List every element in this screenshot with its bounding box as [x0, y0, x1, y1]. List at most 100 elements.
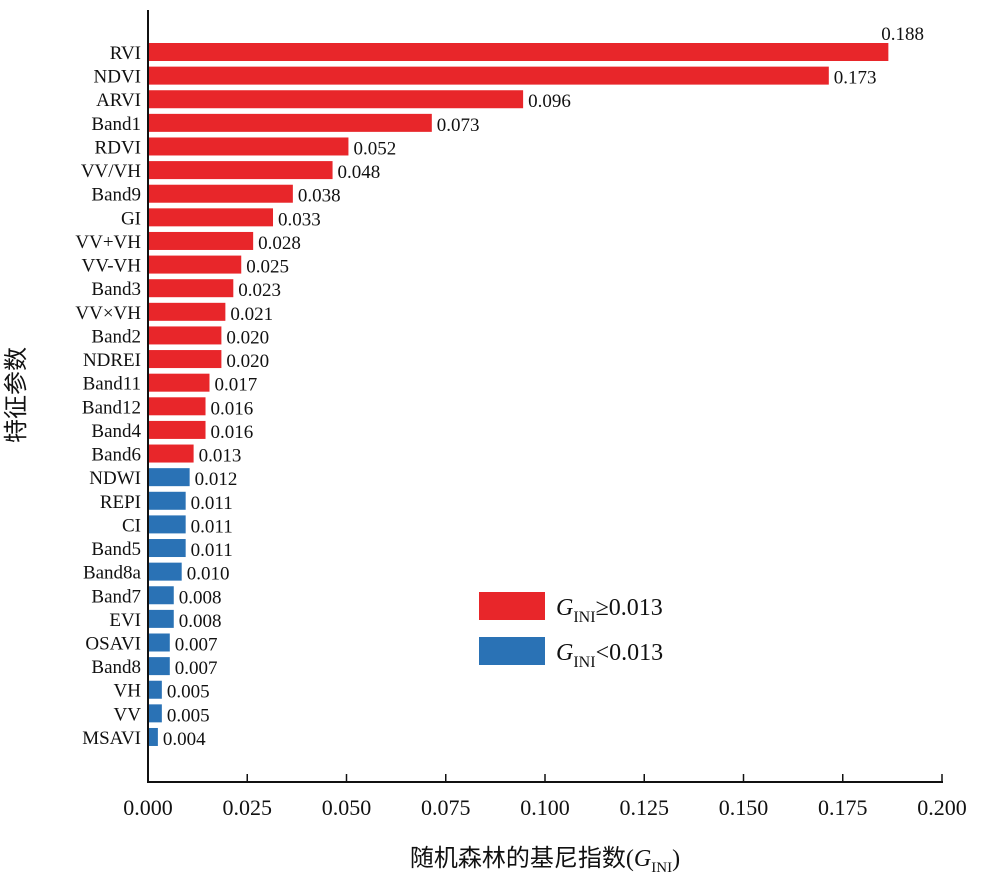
value-label: 0.020 — [226, 327, 269, 348]
value-label: 0.096 — [528, 91, 571, 112]
x-tick-label: 0.175 — [818, 795, 868, 820]
value-label: 0.173 — [834, 68, 877, 89]
value-label: 0.008 — [179, 587, 222, 608]
bar — [148, 302, 226, 321]
category-label: Band11 — [83, 374, 141, 395]
value-label: 0.007 — [175, 658, 218, 679]
value-label: 0.038 — [298, 186, 341, 207]
bar — [148, 657, 170, 676]
category-label: Band6 — [91, 445, 141, 466]
x-tick-label: 0.100 — [520, 795, 570, 820]
category-label: VV×VH — [75, 303, 141, 324]
bar — [148, 420, 206, 439]
legend-label-high: GINI≥0.013 — [556, 595, 663, 626]
bar — [148, 208, 274, 227]
value-label: 0.033 — [278, 209, 321, 230]
legend-swatch-low — [479, 637, 545, 665]
category-label: VV+VH — [75, 232, 141, 253]
legend-swatch-high — [479, 592, 545, 620]
bar — [148, 539, 186, 558]
category-label: Band1 — [91, 114, 141, 135]
y-axis-title: 特征参数 — [3, 347, 30, 443]
value-label: 0.025 — [246, 257, 289, 278]
legend-label-low: GINI<0.013 — [556, 640, 663, 671]
category-label: Band4 — [91, 421, 141, 442]
value-label: 0.011 — [191, 516, 233, 537]
category-label: Band8a — [83, 563, 142, 584]
bar — [148, 113, 432, 132]
bar — [148, 373, 210, 392]
x-axis-title-symbol: G — [634, 846, 651, 872]
x-tick-label: 0.125 — [620, 795, 670, 820]
category-label: OSAVI — [85, 634, 141, 655]
bar — [148, 468, 190, 487]
value-label: 0.010 — [187, 564, 230, 585]
value-label: 0.005 — [167, 682, 210, 703]
x-ticks-group: 0.000 0.025 0.050 0.075 0.100 0.125 0.150 0.175… — [123, 774, 967, 820]
value-label: 0.073 — [437, 115, 480, 136]
bar — [148, 66, 829, 85]
x-tick-label: 0.075 — [421, 795, 471, 820]
category-label: RDVI — [95, 137, 141, 158]
x-tick-label: 0.200 — [917, 795, 967, 820]
category-label: VH — [114, 681, 142, 702]
x-tick-label: 0.050 — [322, 795, 372, 820]
bar — [148, 397, 206, 416]
category-label: Band3 — [91, 279, 141, 300]
x-tick-label: 0.150 — [719, 795, 769, 820]
bar — [148, 231, 254, 250]
bar — [148, 444, 194, 463]
category-label: Band9 — [91, 185, 141, 206]
x-tick-label: 0.000 — [123, 795, 173, 820]
bar — [148, 161, 333, 180]
category-label: ARVI — [96, 90, 141, 111]
category-label: Band7 — [91, 586, 141, 607]
bar — [148, 350, 222, 369]
value-label: 0.017 — [214, 375, 257, 396]
x-axis-title-subscript: INI — [651, 860, 672, 876]
value-label: 0.016 — [211, 422, 254, 443]
bar — [148, 279, 234, 298]
value-label: 0.008 — [179, 611, 222, 632]
category-label: MSAVI — [82, 728, 141, 749]
bar — [148, 515, 186, 534]
x-tick-label: 0.025 — [223, 795, 273, 820]
category-label: CI — [122, 515, 141, 536]
bar — [148, 255, 242, 274]
category-label: RVI — [110, 43, 141, 64]
value-label: 0.052 — [353, 138, 396, 159]
bar — [148, 704, 162, 723]
bar — [148, 184, 293, 203]
category-label: EVI — [109, 610, 141, 631]
x-axis-title-suffix: ) — [672, 846, 680, 872]
x-axis-title: 随机森林的基尼指数(GINI) — [410, 845, 680, 876]
bar — [148, 326, 222, 345]
bar — [148, 43, 889, 61]
bar — [148, 586, 174, 605]
value-label: 0.011 — [191, 540, 233, 561]
value-label: 0.016 — [211, 398, 254, 419]
value-label: 0.005 — [167, 705, 210, 726]
category-label: VV/VH — [81, 161, 141, 182]
value-label: 0.028 — [258, 233, 301, 254]
category-label: REPI — [100, 492, 141, 513]
value-label: 0.013 — [199, 446, 242, 467]
value-label: 0.012 — [195, 469, 238, 490]
category-label: VV — [114, 704, 142, 725]
bar — [148, 90, 524, 109]
category-label: Band12 — [82, 397, 141, 418]
category-label: Band5 — [91, 539, 141, 560]
bar — [148, 680, 162, 699]
bar — [148, 491, 186, 510]
category-label: NDWI — [89, 468, 141, 489]
x-axis-title-prefix: 随机森林的基尼指数( — [410, 845, 634, 872]
bar — [148, 562, 182, 581]
category-label: Band8 — [91, 657, 141, 678]
value-label: 0.004 — [163, 729, 206, 750]
bars-group: RVI 0.188 NDVI 0.173 ARVI 0.096 Band1 0.073 RDVI… — [75, 24, 924, 750]
legend: GINI≥0.013 GINI<0.013 — [479, 592, 663, 671]
value-label: 0.023 — [238, 280, 281, 301]
bar — [148, 137, 349, 156]
category-label: NDREI — [83, 350, 141, 371]
